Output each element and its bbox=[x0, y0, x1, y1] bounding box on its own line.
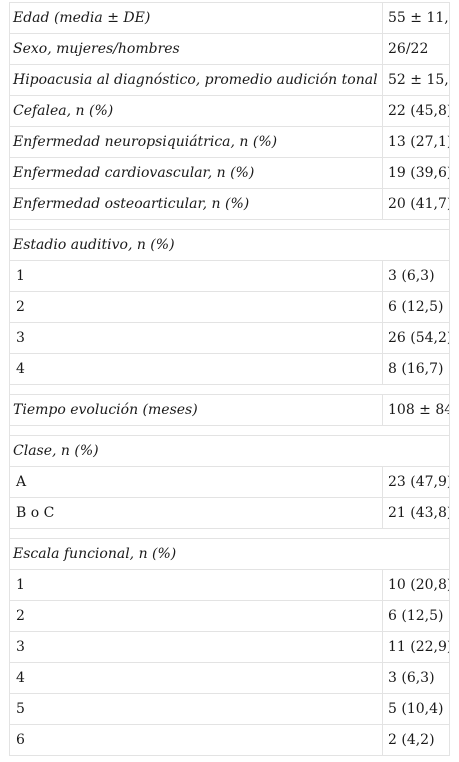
spacer-row bbox=[9, 425, 450, 436]
row-label: 3 bbox=[9, 322, 383, 354]
table-row: 5 5 (10,4) bbox=[9, 693, 450, 725]
table-row: 3 26 (54,2) bbox=[9, 322, 450, 354]
table-row: 1 10 (20,8) bbox=[9, 569, 450, 601]
row-value: 2 (4,2) bbox=[382, 724, 450, 756]
row-value: 22 (45,8) bbox=[382, 95, 450, 127]
row-label: Enfermedad osteoarticular, n (%) bbox=[9, 188, 383, 220]
table-row: A 23 (47,9) bbox=[9, 466, 450, 498]
row-label: Enfermedad cardiovascular, n (%) bbox=[9, 157, 383, 189]
table-row: 2 6 (12,5) bbox=[9, 600, 450, 632]
row-value: 5 (10,4) bbox=[382, 693, 450, 725]
row-value: 6 (12,5) bbox=[382, 291, 450, 323]
row-label: 6 bbox=[9, 724, 383, 756]
row-label: 5 bbox=[9, 693, 383, 725]
row-value: 21 (43,8) bbox=[382, 497, 450, 529]
table-row: 3 11 (22,9) bbox=[9, 631, 450, 663]
row-label: 4 bbox=[9, 353, 383, 385]
row-value: 55 ± 11,8 bbox=[382, 2, 450, 34]
section-heading: Clase, n (%) bbox=[9, 435, 450, 467]
section-heading-escala: Escala funcional, n (%) bbox=[9, 538, 450, 570]
section-heading: Escala funcional, n (%) bbox=[9, 538, 450, 570]
section-heading-clase: Clase, n (%) bbox=[9, 435, 450, 467]
table-row: B o C 21 (43,8) bbox=[9, 497, 450, 529]
table-row: Enfermedad osteoarticular, n (%) 20 (41,… bbox=[9, 188, 450, 220]
table-row: Enfermedad cardiovascular, n (%) 19 (39,… bbox=[9, 157, 450, 189]
row-label: Edad (media ± DE) bbox=[9, 2, 383, 34]
row-label: Tiempo evolución (meses) bbox=[9, 394, 383, 426]
section-heading: Estadio auditivo, n (%) bbox=[9, 229, 450, 261]
row-label: Cefalea, n (%) bbox=[9, 95, 383, 127]
row-value: 26 (54,2) bbox=[382, 322, 450, 354]
row-value: 19 (39,6) bbox=[382, 157, 450, 189]
row-value: 108 ± 84 bbox=[382, 394, 450, 426]
row-label: B o C bbox=[9, 497, 383, 529]
row-value: 11 (22,9) bbox=[382, 631, 450, 663]
spacer-row bbox=[9, 528, 450, 539]
row-label: 2 bbox=[9, 600, 383, 632]
row-label: 1 bbox=[9, 569, 383, 601]
table-row: Enfermedad neuropsiquiátrica, n (%) 13 (… bbox=[9, 126, 450, 158]
row-label: 3 bbox=[9, 631, 383, 663]
row-value: 3 (6,3) bbox=[382, 260, 450, 292]
table-row: Cefalea, n (%) 22 (45,8) bbox=[9, 95, 450, 127]
row-value: 20 (41,7) bbox=[382, 188, 450, 220]
row-value: 10 (20,8) bbox=[382, 569, 450, 601]
row-value: 13 (27,1) bbox=[382, 126, 450, 158]
table-row: 2 6 (12,5) bbox=[9, 291, 450, 323]
row-label: 1 bbox=[9, 260, 383, 292]
spacer-row bbox=[9, 219, 450, 230]
row-label: A bbox=[9, 466, 383, 498]
row-label: 4 bbox=[9, 662, 383, 694]
table-row: Edad (media ± DE) 55 ± 11,8 bbox=[9, 2, 450, 34]
table-row: Tiempo evolución (meses) 108 ± 84 bbox=[9, 394, 450, 426]
row-label: Hipoacusia al diagnóstico, promedio audi… bbox=[9, 64, 383, 96]
table-row: 4 8 (16,7) bbox=[9, 353, 450, 385]
table-row: Hipoacusia al diagnóstico, promedio audi… bbox=[9, 64, 450, 96]
table-row: 4 3 (6,3) bbox=[9, 662, 450, 694]
section-heading-estadio: Estadio auditivo, n (%) bbox=[9, 229, 450, 261]
row-value: 26/22 bbox=[382, 33, 450, 65]
row-value: 23 (47,9) bbox=[382, 466, 450, 498]
row-value: 3 (6,3) bbox=[382, 662, 450, 694]
row-value: 8 (16,7) bbox=[382, 353, 450, 385]
table-row: 6 2 (4,2) bbox=[9, 724, 450, 756]
demographics-table: Edad (media ± DE) 55 ± 11,8 Sexo, mujere… bbox=[9, 2, 450, 756]
row-value: 52 ± 15,7 bbox=[382, 64, 450, 96]
table-row: 1 3 (6,3) bbox=[9, 260, 450, 292]
row-label: Sexo, mujeres/hombres bbox=[9, 33, 383, 65]
row-label: 2 bbox=[9, 291, 383, 323]
row-value: 6 (12,5) bbox=[382, 600, 450, 632]
spacer-row bbox=[9, 384, 450, 395]
table-row: Sexo, mujeres/hombres 26/22 bbox=[9, 33, 450, 65]
row-label: Enfermedad neuropsiquiátrica, n (%) bbox=[9, 126, 383, 158]
